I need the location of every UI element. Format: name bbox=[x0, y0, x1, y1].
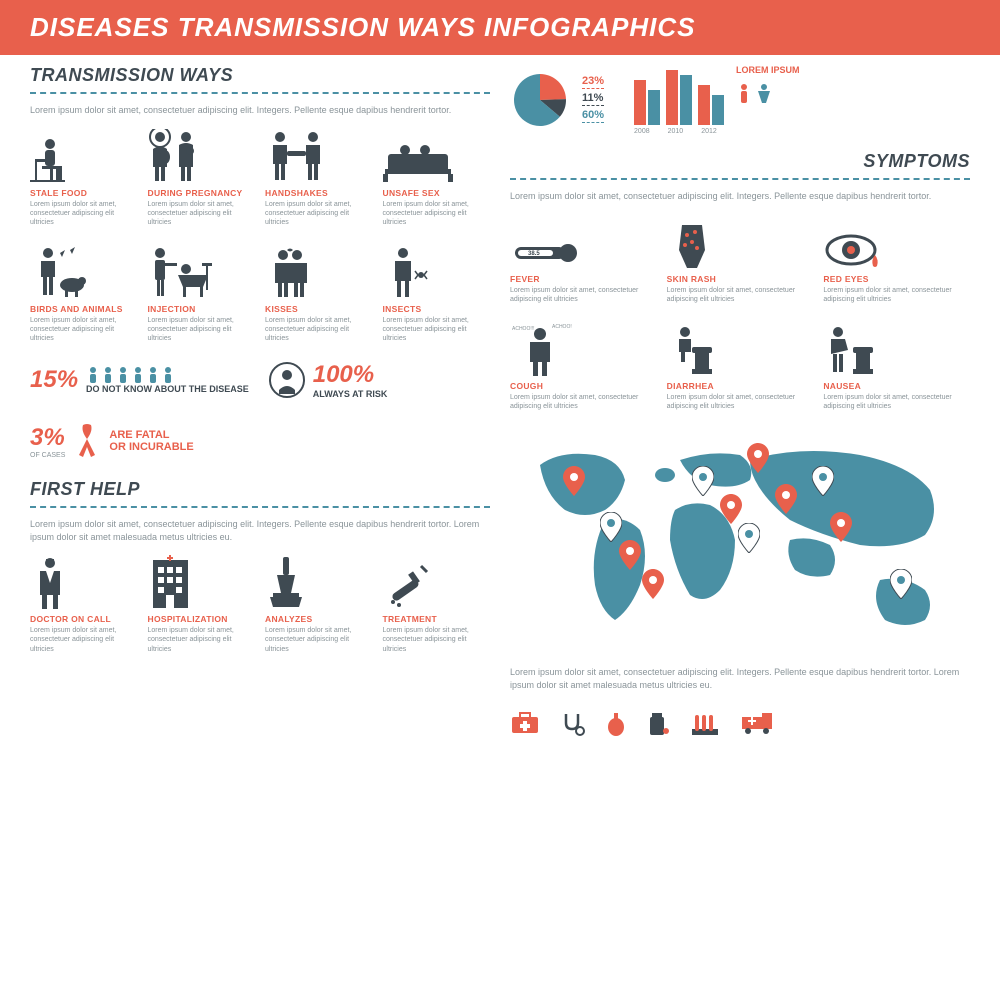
symptoms-lorem: Lorem ipsum dolor sit amet, consectetuer… bbox=[510, 190, 970, 203]
pie-chart: 23%11%60% bbox=[510, 65, 604, 135]
item-injection: INJECTION Lorem ipsum dolor sit amet, co… bbox=[148, 245, 256, 343]
banner-title: DISEASES TRANSMISSION WAYS INFOGRAPHICS bbox=[0, 0, 1000, 55]
item-pregnancy: DURING PREGNANCY Lorem ipsum dolor sit a… bbox=[148, 129, 256, 227]
item-kisses: KISSES Lorem ipsum dolor sit amet, conse… bbox=[265, 245, 373, 343]
stats-row-1: 15% DO NOT KNOW ABOUT THE DISEASE 100% A… bbox=[30, 361, 490, 399]
svg-text:38.5: 38.5 bbox=[528, 251, 540, 257]
transmission-title: TRANSMISSION WAYS bbox=[30, 65, 490, 86]
transmission-grid: STALE FOOD Lorem ipsum dolor sit amet, c… bbox=[30, 129, 490, 344]
item-birds-animals: BIRDS AND ANIMALS Lorem ipsum dolor sit … bbox=[30, 245, 138, 343]
symptoms-title: SYMPTOMS bbox=[510, 151, 970, 172]
svg-text:ACHOO!!!: ACHOO!!! bbox=[512, 326, 535, 332]
charts-row: 23%11%60% 200820102012 LOREM IPSUM bbox=[510, 65, 970, 135]
medkit-icon bbox=[510, 711, 540, 735]
item-fever: 38.5 FEVER Lorem ipsum dolor sit amet, c… bbox=[510, 215, 657, 304]
item-skin-rash: SKIN RASH Lorem ipsum dolor sit amet, co… bbox=[667, 215, 814, 304]
stats-row-2: 3% OF CASES ARE FATAL OR INCURABLE bbox=[30, 423, 490, 459]
first-help-lorem: Lorem ipsum dolor sit amet, consectetuer… bbox=[30, 518, 490, 543]
ambulance-icon bbox=[740, 711, 776, 735]
people-icons bbox=[86, 366, 249, 384]
map-lorem: Lorem ipsum dolor sit amet, consectetuer… bbox=[510, 666, 970, 691]
item-cough: ACHOO!!!ACHOO! COUGH Lorem ipsum dolor s… bbox=[510, 322, 657, 411]
medical-icons-row bbox=[510, 711, 970, 737]
bar-chart: 200820102012 LOREM IPSUM bbox=[634, 65, 800, 135]
item-insects: INSECTS Lorem ipsum dolor sit amet, cons… bbox=[383, 245, 491, 343]
item-nausea: NAUSEA Lorem ipsum dolor sit amet, conse… bbox=[823, 322, 970, 411]
bulb-icon bbox=[606, 711, 626, 737]
first-help-title: FIRST HELP bbox=[30, 479, 490, 500]
doctor-circle-icon bbox=[269, 362, 305, 398]
ribbon-icon bbox=[73, 423, 101, 459]
item-stale-food: STALE FOOD Lorem ipsum dolor sit amet, c… bbox=[30, 129, 138, 227]
item-treatment: TREATMENT Lorem ipsum dolor sit amet, co… bbox=[383, 555, 491, 653]
transmission-lorem: Lorem ipsum dolor sit amet, consectetuer… bbox=[30, 104, 490, 117]
item-hospital: HOSPITALIZATION Lorem ipsum dolor sit am… bbox=[148, 555, 256, 653]
world-map bbox=[510, 425, 970, 660]
svg-text:ACHOO!: ACHOO! bbox=[552, 324, 572, 330]
item-unsafe-sex: UNSAFE SEX Lorem ipsum dolor sit amet, c… bbox=[383, 129, 491, 227]
tubes-icon bbox=[690, 711, 720, 737]
stethoscope-icon bbox=[560, 711, 586, 737]
symptoms-grid: 38.5 FEVER Lorem ipsum dolor sit amet, c… bbox=[510, 215, 970, 411]
first-help-grid: DOCTOR ON CALL Lorem ipsum dolor sit ame… bbox=[30, 555, 490, 653]
item-handshakes: HANDSHAKES Lorem ipsum dolor sit amet, c… bbox=[265, 129, 373, 227]
item-diarrhea: DIARRHEA Lorem ipsum dolor sit amet, con… bbox=[667, 322, 814, 411]
item-doctor: DOCTOR ON CALL Lorem ipsum dolor sit ame… bbox=[30, 555, 138, 653]
pills-icon bbox=[646, 711, 670, 737]
item-red-eyes: RED EYES Lorem ipsum dolor sit amet, con… bbox=[823, 215, 970, 304]
item-analyzes: ANALYZES Lorem ipsum dolor sit amet, con… bbox=[265, 555, 373, 653]
